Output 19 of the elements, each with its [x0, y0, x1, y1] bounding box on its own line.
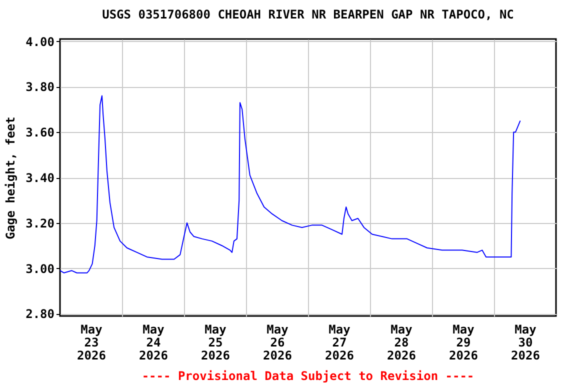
x-tick-label: May 24 2026 [139, 322, 168, 362]
y-tick-label: 3.80 [26, 80, 54, 94]
y-axis-title: Gage height, feet [4, 116, 18, 240]
y-tick-label: 3.20 [26, 216, 54, 230]
x-tick-label: May 28 2026 [387, 322, 416, 362]
y-tick-label: 3.40 [26, 171, 54, 185]
chart-title: USGS 0351706800 CHEOAH RIVER NR BEARPEN GAP NR TAPOCO, NC [102, 7, 514, 22]
x-tick-label: May 30 2026 [511, 322, 540, 362]
x-tick-label: May 27 2026 [325, 322, 354, 362]
y-tick-label: 4.00 [26, 34, 54, 49]
y-tick-label: 3.60 [26, 126, 54, 140]
x-tick-label: May 23 2026 [77, 322, 106, 362]
x-tick-label: May 25 2026 [201, 322, 230, 362]
y-tick-label: 3.00 [26, 262, 54, 276]
y-tick-label: 2.80 [26, 307, 54, 322]
line-series [60, 95, 521, 274]
x-tick-label: May 29 2026 [449, 322, 478, 362]
text: ---- Provisional Data Subject to Revision ---- [142, 369, 474, 383]
x-tick-label: May 26 2026 [263, 322, 292, 362]
